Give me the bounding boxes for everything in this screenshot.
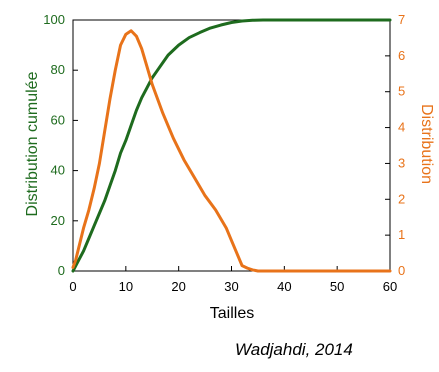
y-axis-label-left: Distribution cumulée xyxy=(24,71,41,216)
distribution-line xyxy=(71,29,392,273)
left-tick-label: 60 xyxy=(51,112,65,127)
x-tick-label: 30 xyxy=(224,279,238,294)
right-tick-label: 1 xyxy=(398,227,405,242)
right-tick-label: 3 xyxy=(398,155,405,170)
left-tick-label: 40 xyxy=(51,163,65,178)
x-tick-label: 60 xyxy=(383,279,397,294)
x-tick-label: 0 xyxy=(69,279,76,294)
left-tick-label: 0 xyxy=(58,263,65,278)
right-tick-label: 6 xyxy=(398,48,405,63)
right-tick-label: 7 xyxy=(398,12,405,27)
x-tick-label: 20 xyxy=(171,279,185,294)
plot-frame xyxy=(72,19,391,272)
x-tick-label: 40 xyxy=(277,279,291,294)
x-tick-label: 50 xyxy=(330,279,344,294)
credit-text: Wadjahdi, 2014 xyxy=(235,340,353,359)
right-tick-label: 4 xyxy=(398,120,405,135)
cumulative-distribution-line xyxy=(71,18,392,273)
left-tick-label: 100 xyxy=(43,12,65,27)
x-tick-label: 10 xyxy=(119,279,133,294)
plot-border xyxy=(72,19,391,272)
y-axis-label-right: Distribution xyxy=(418,104,435,184)
series-layer xyxy=(71,18,392,273)
x-axis-label: Tailles xyxy=(210,305,254,322)
right-tick-label: 0 xyxy=(398,263,405,278)
left-tick-label: 20 xyxy=(51,213,65,228)
right-tick-label: 5 xyxy=(398,84,405,99)
left-tick-label: 80 xyxy=(51,62,65,77)
right-tick-label: 2 xyxy=(398,191,405,206)
